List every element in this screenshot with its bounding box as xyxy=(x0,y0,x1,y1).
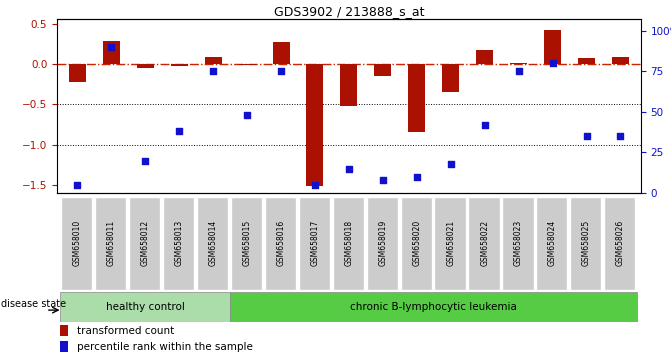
Point xyxy=(615,133,626,139)
FancyBboxPatch shape xyxy=(95,197,126,290)
Point xyxy=(378,177,389,183)
Text: GSM658014: GSM658014 xyxy=(209,220,217,267)
Point xyxy=(581,133,592,139)
FancyBboxPatch shape xyxy=(536,197,568,290)
FancyBboxPatch shape xyxy=(230,292,637,322)
Text: GSM658015: GSM658015 xyxy=(243,220,252,267)
Bar xyxy=(205,57,221,64)
Point xyxy=(276,69,287,74)
Point xyxy=(479,122,490,128)
Bar xyxy=(307,64,323,187)
Text: GSM658010: GSM658010 xyxy=(73,220,82,267)
Bar xyxy=(612,57,629,64)
Bar xyxy=(409,64,425,132)
Text: GSM658024: GSM658024 xyxy=(548,220,557,267)
FancyBboxPatch shape xyxy=(333,197,364,290)
FancyBboxPatch shape xyxy=(197,197,228,290)
Point xyxy=(242,112,252,118)
Text: GSM658018: GSM658018 xyxy=(344,220,354,267)
Point xyxy=(208,69,219,74)
Text: GSM658020: GSM658020 xyxy=(412,220,421,267)
FancyBboxPatch shape xyxy=(299,197,330,290)
Bar xyxy=(544,30,561,64)
Bar xyxy=(374,64,391,76)
FancyBboxPatch shape xyxy=(366,197,398,290)
Bar xyxy=(476,50,493,64)
Text: GSM658019: GSM658019 xyxy=(378,220,387,267)
Point xyxy=(309,182,320,188)
Text: transformed count: transformed count xyxy=(77,326,174,336)
Point xyxy=(411,174,422,179)
Text: GSM658016: GSM658016 xyxy=(276,220,286,267)
Bar xyxy=(442,64,459,92)
Point xyxy=(140,158,151,163)
FancyBboxPatch shape xyxy=(604,197,635,290)
Point xyxy=(174,129,185,134)
Bar xyxy=(578,58,595,64)
Text: percentile rank within the sample: percentile rank within the sample xyxy=(77,342,253,352)
FancyBboxPatch shape xyxy=(401,197,431,290)
Bar xyxy=(272,42,289,64)
FancyBboxPatch shape xyxy=(61,197,93,290)
Bar xyxy=(137,64,154,68)
Text: healthy control: healthy control xyxy=(106,302,185,312)
FancyBboxPatch shape xyxy=(503,197,533,290)
Point xyxy=(72,182,83,188)
Title: GDS3902 / 213888_s_at: GDS3902 / 213888_s_at xyxy=(274,5,424,18)
Text: GSM658011: GSM658011 xyxy=(107,220,116,267)
FancyBboxPatch shape xyxy=(129,197,160,290)
Text: GSM658023: GSM658023 xyxy=(514,220,523,267)
FancyBboxPatch shape xyxy=(468,197,500,290)
Text: GSM658025: GSM658025 xyxy=(582,220,591,267)
FancyBboxPatch shape xyxy=(60,292,230,322)
Bar xyxy=(60,325,68,336)
Point xyxy=(344,166,354,171)
Bar xyxy=(60,341,68,353)
Bar xyxy=(510,63,527,64)
Text: GSM658026: GSM658026 xyxy=(616,220,625,267)
Text: GSM658022: GSM658022 xyxy=(480,220,489,267)
Point xyxy=(547,61,558,66)
Point xyxy=(106,44,117,50)
Point xyxy=(446,161,456,167)
Bar xyxy=(340,64,358,106)
Bar xyxy=(69,64,86,81)
Bar xyxy=(170,64,188,66)
FancyBboxPatch shape xyxy=(231,197,262,290)
Text: disease state: disease state xyxy=(1,299,66,309)
Bar xyxy=(239,64,256,65)
Text: GSM658017: GSM658017 xyxy=(311,220,319,267)
Text: GSM658021: GSM658021 xyxy=(446,220,455,267)
Text: GSM658013: GSM658013 xyxy=(174,220,184,267)
FancyBboxPatch shape xyxy=(265,197,296,290)
Point xyxy=(513,69,524,74)
Text: GSM658012: GSM658012 xyxy=(141,220,150,267)
FancyBboxPatch shape xyxy=(570,197,601,290)
Bar xyxy=(103,41,120,64)
FancyBboxPatch shape xyxy=(163,197,194,290)
Text: chronic B-lymphocytic leukemia: chronic B-lymphocytic leukemia xyxy=(350,302,517,312)
FancyBboxPatch shape xyxy=(434,197,466,290)
